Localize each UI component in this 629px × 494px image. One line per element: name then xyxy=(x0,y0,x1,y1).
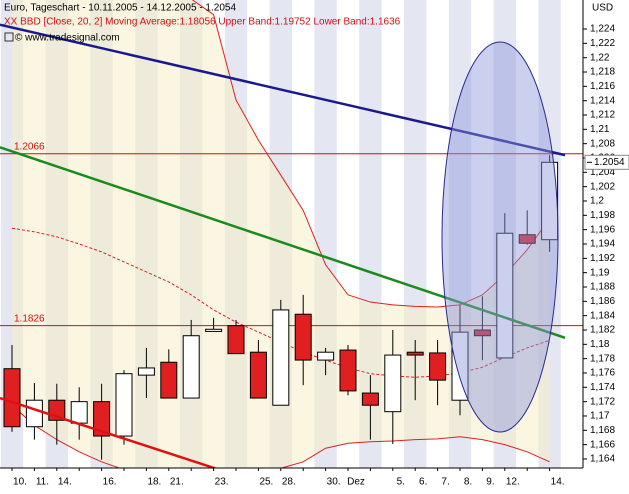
x-tick-label: 12. xyxy=(506,477,520,488)
x-tick-label: 5. xyxy=(397,477,405,488)
candle-body xyxy=(406,351,424,356)
candle-body xyxy=(272,309,290,406)
x-tick-label: 18. xyxy=(147,477,161,488)
y-tick-label: 1,222 xyxy=(590,38,615,49)
y-tick-label: 1,17 xyxy=(590,411,610,422)
y-tick-label: 1,224 xyxy=(590,24,615,35)
y-tick-label: 1,198 xyxy=(590,210,615,221)
y-tick-label: 1,194 xyxy=(590,239,615,250)
candle-body xyxy=(429,352,447,381)
y-tick-label: 1,202 xyxy=(590,181,615,192)
y-tick-label: 1,172 xyxy=(590,396,615,407)
x-tick-label: 25. xyxy=(259,477,273,488)
x-tick-label: 10. xyxy=(13,477,27,488)
x-tick-label: 9. xyxy=(486,477,494,488)
x-tick-label: Dez xyxy=(347,477,365,488)
watermark: © www.tradesignal.com xyxy=(15,33,120,44)
x-tick-label: 11. xyxy=(36,477,49,488)
trendline xyxy=(0,23,566,157)
candle-body xyxy=(384,354,402,413)
x-tick-label: 28. xyxy=(282,477,296,488)
y-tick-label: 1,176 xyxy=(590,368,615,379)
candle-body xyxy=(25,399,43,428)
candle-body xyxy=(249,351,267,399)
y-tick-label: 1,178 xyxy=(590,353,615,364)
last-price-box xyxy=(584,154,629,170)
y-tick-label: 1,2 xyxy=(590,196,604,207)
x-tick-label: 14. xyxy=(551,477,565,488)
candle-body xyxy=(451,331,469,401)
candle-body xyxy=(473,329,491,337)
candle-body xyxy=(115,373,133,437)
candle-body xyxy=(93,401,111,437)
candle-body xyxy=(294,313,312,361)
x-tick-label: 6. xyxy=(419,477,427,488)
x-tick-label: 7. xyxy=(441,477,449,488)
candle-body xyxy=(160,361,178,399)
indicator-line xyxy=(11,404,550,468)
candle-body xyxy=(182,335,200,399)
y-tick-label: 1,168 xyxy=(590,425,615,436)
y-tick-label: 1,216 xyxy=(590,81,615,92)
candle-body xyxy=(339,349,357,392)
x-tick-label: 30. xyxy=(327,477,341,488)
indicator-legend: XX BBD [Close, 20, 2] Moving Average:1.1… xyxy=(4,17,401,28)
candle-body xyxy=(227,325,245,355)
x-tick-label: 21. xyxy=(170,477,184,488)
y-tick-label: 1,186 xyxy=(590,296,615,307)
y-tick-label: 1,196 xyxy=(590,224,615,235)
highlight-ellipse xyxy=(441,41,559,433)
y-tick-label: 1,214 xyxy=(590,95,615,106)
x-tick-label: 16. xyxy=(103,477,117,488)
candle-body xyxy=(541,161,559,241)
y-axis-label: USD xyxy=(592,3,613,14)
y-tick-label: 1,21 xyxy=(590,124,610,135)
x-tick-label: 8. xyxy=(464,477,472,488)
horizontal-line-label: 1.2066 xyxy=(14,141,45,152)
y-tick-label: 1,164 xyxy=(590,454,615,465)
y-tick-label: 1,22 xyxy=(590,52,610,63)
candle-body xyxy=(317,351,335,361)
candle-body xyxy=(3,368,21,428)
y-tick-label: 1,218 xyxy=(590,67,615,78)
candle-body xyxy=(70,401,88,424)
x-tick-label: 14. xyxy=(58,477,72,488)
y-tick-label: 1,184 xyxy=(590,310,615,321)
y-tick-label: 1,166 xyxy=(590,439,615,450)
y-tick-label: 1,188 xyxy=(590,282,615,293)
candle-body xyxy=(205,328,223,332)
candle-body xyxy=(137,367,155,376)
indicator-line xyxy=(11,227,550,378)
trendline xyxy=(0,396,216,468)
last-price-label: 1.2054 xyxy=(594,157,625,168)
trendline xyxy=(0,146,566,340)
candle-body xyxy=(518,234,536,244)
watermark-icon xyxy=(4,32,14,42)
y-tick-label: 1,204 xyxy=(590,167,615,178)
candle-body xyxy=(496,232,514,359)
y-tick-label: 1,192 xyxy=(590,253,615,264)
candle-body xyxy=(361,392,379,406)
y-tick-label: 1,212 xyxy=(590,110,615,121)
x-tick-label: 23. xyxy=(215,477,229,488)
y-tick-label: 1,19 xyxy=(590,267,610,278)
y-tick-label: 1,174 xyxy=(590,382,615,393)
chart-title: Euro, Tageschart - 10.11.2005 - 14.12.20… xyxy=(4,3,236,14)
y-tick-label: 1,18 xyxy=(590,339,610,350)
y-tick-label: 1,208 xyxy=(590,138,615,149)
y-tick-label: 1,182 xyxy=(590,325,615,336)
horizontal-line-label: 1.1826 xyxy=(14,313,45,324)
